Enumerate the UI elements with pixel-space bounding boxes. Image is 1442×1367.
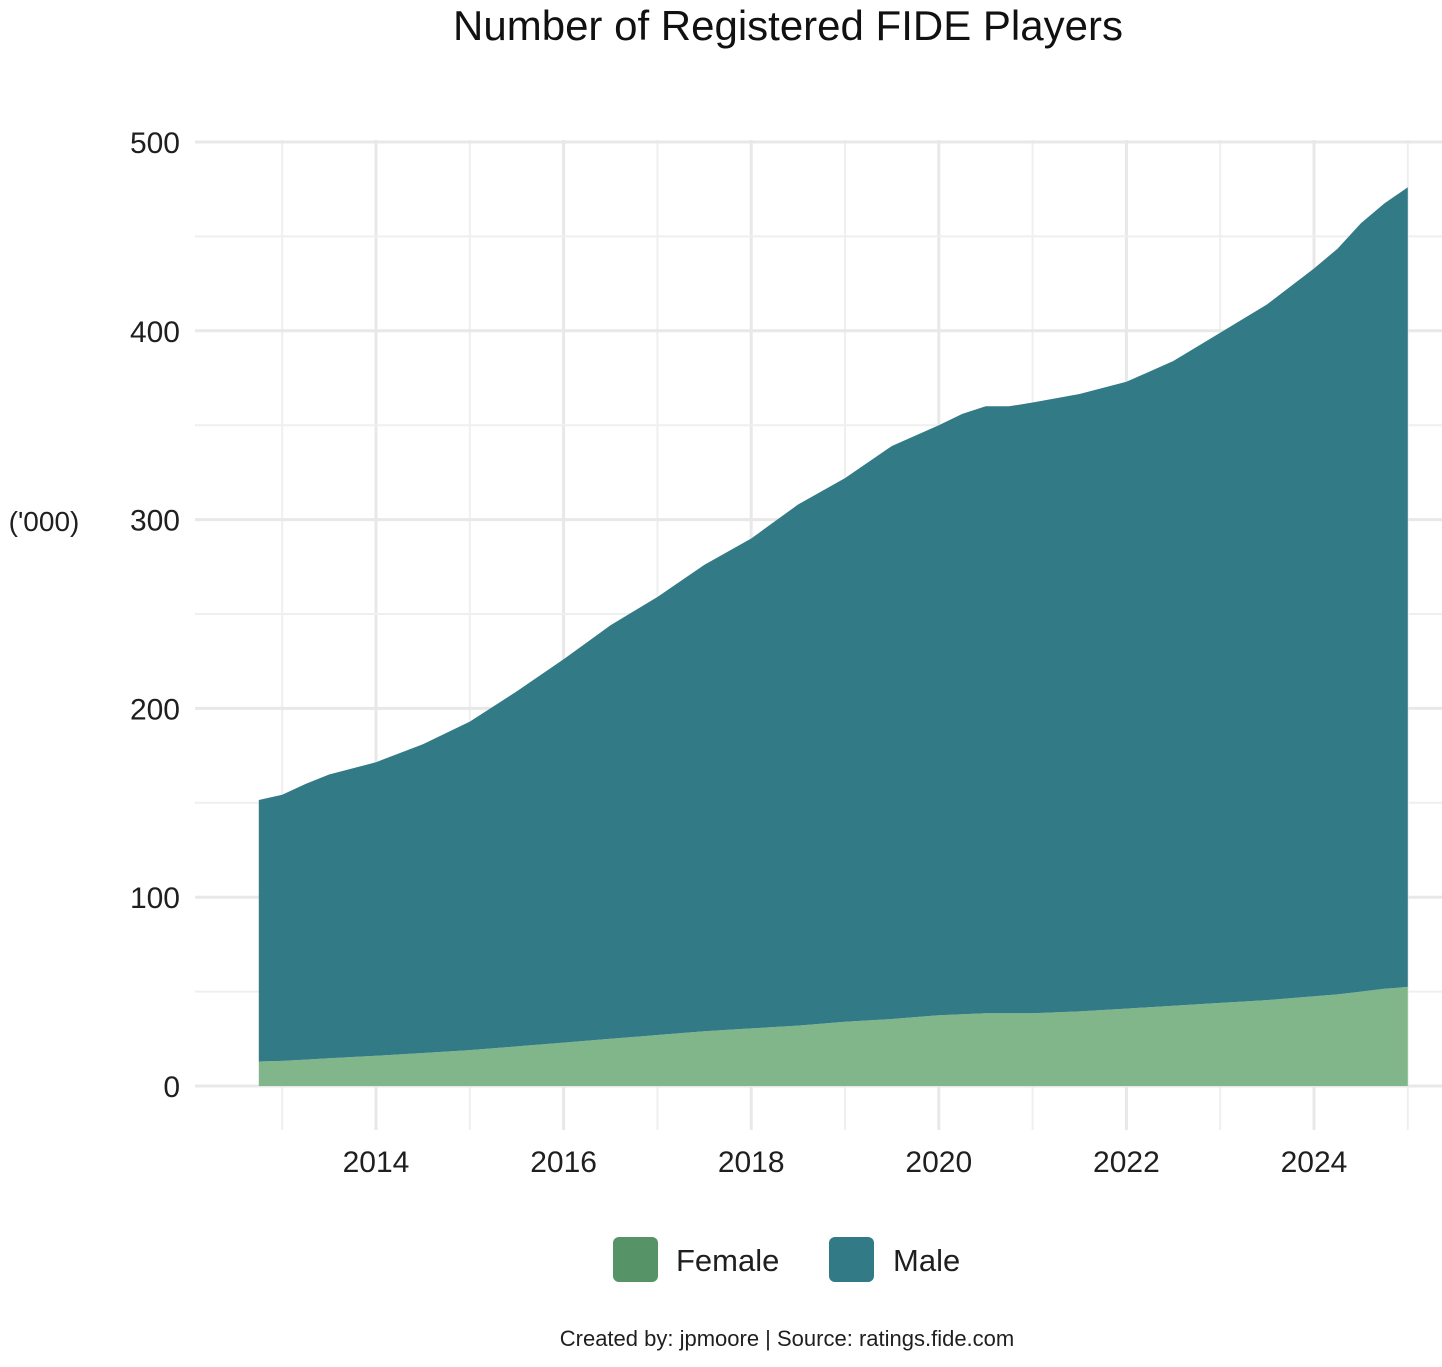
x-axis-ticks: 2014 2016 2018 2020 2022 2024 — [343, 1146, 1348, 1179]
y-tick-label: 0 — [163, 1071, 180, 1104]
legend-swatch — [829, 1237, 874, 1282]
x-tick-label: 2014 — [343, 1146, 410, 1179]
y-tick-label: 300 — [130, 505, 180, 538]
x-tick-label: 2024 — [1281, 1146, 1348, 1179]
y-axis-label: ('000) — [9, 506, 80, 537]
chart-title: Number of Registered FIDE Players — [453, 2, 1123, 49]
legend-item-female: Female — [613, 1237, 779, 1282]
y-tick-label: 100 — [130, 882, 180, 915]
legend-item-male: Male — [829, 1237, 960, 1282]
area-male — [258, 187, 1408, 1062]
y-tick-label: 500 — [130, 127, 180, 160]
x-tick-label: 2016 — [530, 1146, 597, 1179]
x-tick-label: 2018 — [718, 1146, 785, 1179]
y-tick-label: 200 — [130, 693, 180, 726]
x-tick-label: 2020 — [905, 1146, 972, 1179]
legend-swatch — [613, 1237, 658, 1282]
legend-label: Male — [893, 1243, 960, 1278]
legend: Female Male — [613, 1237, 960, 1282]
chart-caption: Created by: jpmoore | Source: ratings.fi… — [560, 1326, 1014, 1351]
area-female — [258, 986, 1408, 1086]
legend-label: Female — [676, 1243, 779, 1278]
y-axis-ticks: 0 100 200 300 400 500 — [130, 127, 180, 1104]
area-layer — [258, 187, 1408, 1086]
x-tick-label: 2022 — [1093, 1146, 1160, 1179]
y-tick-label: 400 — [130, 316, 180, 349]
